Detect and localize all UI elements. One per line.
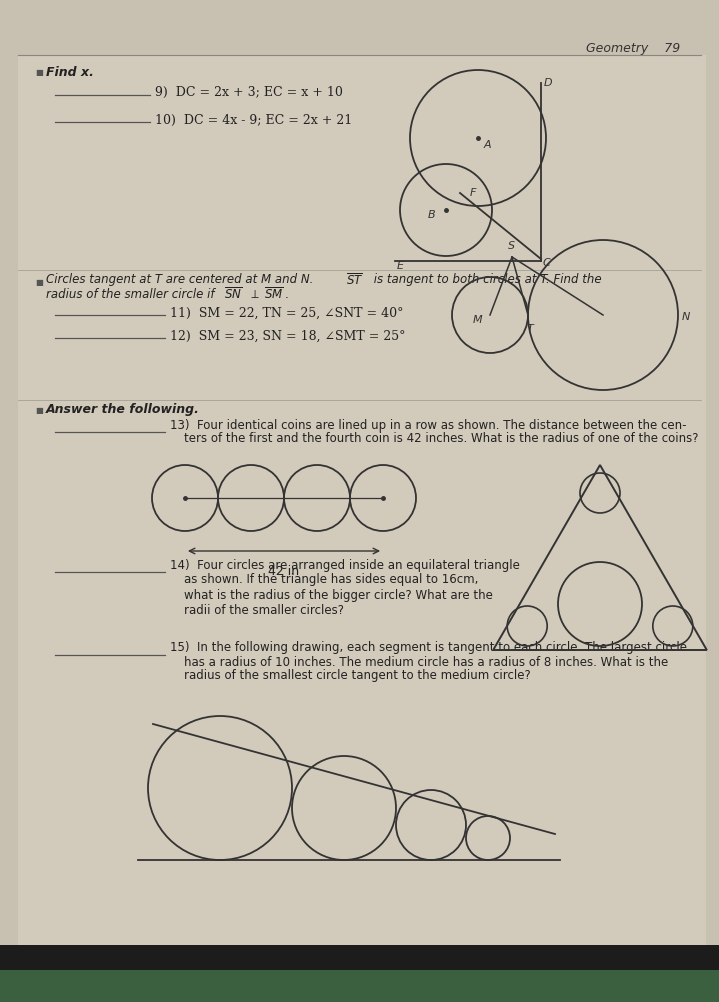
Text: $\perp$: $\perp$ (244, 288, 262, 301)
Text: T: T (526, 324, 533, 334)
Text: B: B (428, 210, 436, 220)
Text: radius of the smallest circle tangent to the medium circle?: radius of the smallest circle tangent to… (184, 669, 531, 682)
Text: Find x.: Find x. (46, 65, 94, 78)
Text: what is the radius of the bigger circle? What are the: what is the radius of the bigger circle?… (184, 588, 493, 601)
Text: has a radius of 10 inches. The medium circle has a radius of 8 inches. What is t: has a radius of 10 inches. The medium ci… (184, 655, 668, 668)
FancyBboxPatch shape (18, 55, 706, 955)
Text: as shown. If the triangle has sides equal to 16cm,: as shown. If the triangle has sides equa… (184, 573, 478, 586)
Text: ■: ■ (35, 406, 43, 415)
Text: S: S (508, 241, 516, 250)
Text: A: A (484, 140, 492, 150)
Text: 11)  SM = 22, TN = 25, ∠SNT = 40°: 11) SM = 22, TN = 25, ∠SNT = 40° (170, 307, 403, 320)
Text: 9)  DC = 2x + 3; EC = x + 10: 9) DC = 2x + 3; EC = x + 10 (155, 85, 343, 98)
Text: 42 in: 42 in (268, 565, 300, 578)
Text: ■: ■ (35, 67, 43, 76)
Text: ■: ■ (35, 278, 43, 287)
Text: 12)  SM = 23, SN = 18, ∠SMT = 25°: 12) SM = 23, SN = 18, ∠SMT = 25° (170, 330, 406, 343)
Text: .: . (285, 288, 289, 301)
FancyBboxPatch shape (0, 945, 719, 1002)
Text: radii of the smaller circles?: radii of the smaller circles? (184, 603, 344, 616)
Text: ters of the first and the fourth coin is 42 inches. What is the radius of one of: ters of the first and the fourth coin is… (184, 433, 698, 446)
Text: N: N (682, 312, 690, 322)
Text: $\overline{SN}$: $\overline{SN}$ (224, 287, 242, 302)
Text: 15)  In the following drawing, each segment is tangent to each circle. The large: 15) In the following drawing, each segme… (170, 641, 687, 654)
Text: Geometry    79: Geometry 79 (586, 41, 680, 54)
Text: radius of the smaller circle if: radius of the smaller circle if (46, 288, 219, 301)
FancyBboxPatch shape (0, 970, 719, 1002)
Text: 10)  DC = 4x - 9; EC = 2x + 21: 10) DC = 4x - 9; EC = 2x + 21 (155, 113, 352, 126)
Text: 14)  Four circles are arranged inside an equilateral triangle: 14) Four circles are arranged inside an … (170, 558, 520, 571)
Text: C: C (542, 258, 550, 268)
Text: 13)  Four identical coins are lined up in a row as shown. The distance between t: 13) Four identical coins are lined up in… (170, 419, 687, 432)
Text: M: M (472, 315, 482, 325)
Text: $\overline{ST}$: $\overline{ST}$ (346, 273, 363, 288)
Text: $\overline{SM}$: $\overline{SM}$ (264, 287, 283, 302)
Text: E: E (396, 261, 403, 271)
Text: Answer the following.: Answer the following. (46, 404, 200, 417)
Text: D: D (544, 78, 553, 88)
Text: is tangent to both circles at T. Find the: is tangent to both circles at T. Find th… (370, 274, 602, 287)
Text: Circles tangent at T are centered at M and N.: Circles tangent at T are centered at M a… (46, 274, 317, 287)
Text: F: F (470, 188, 477, 198)
